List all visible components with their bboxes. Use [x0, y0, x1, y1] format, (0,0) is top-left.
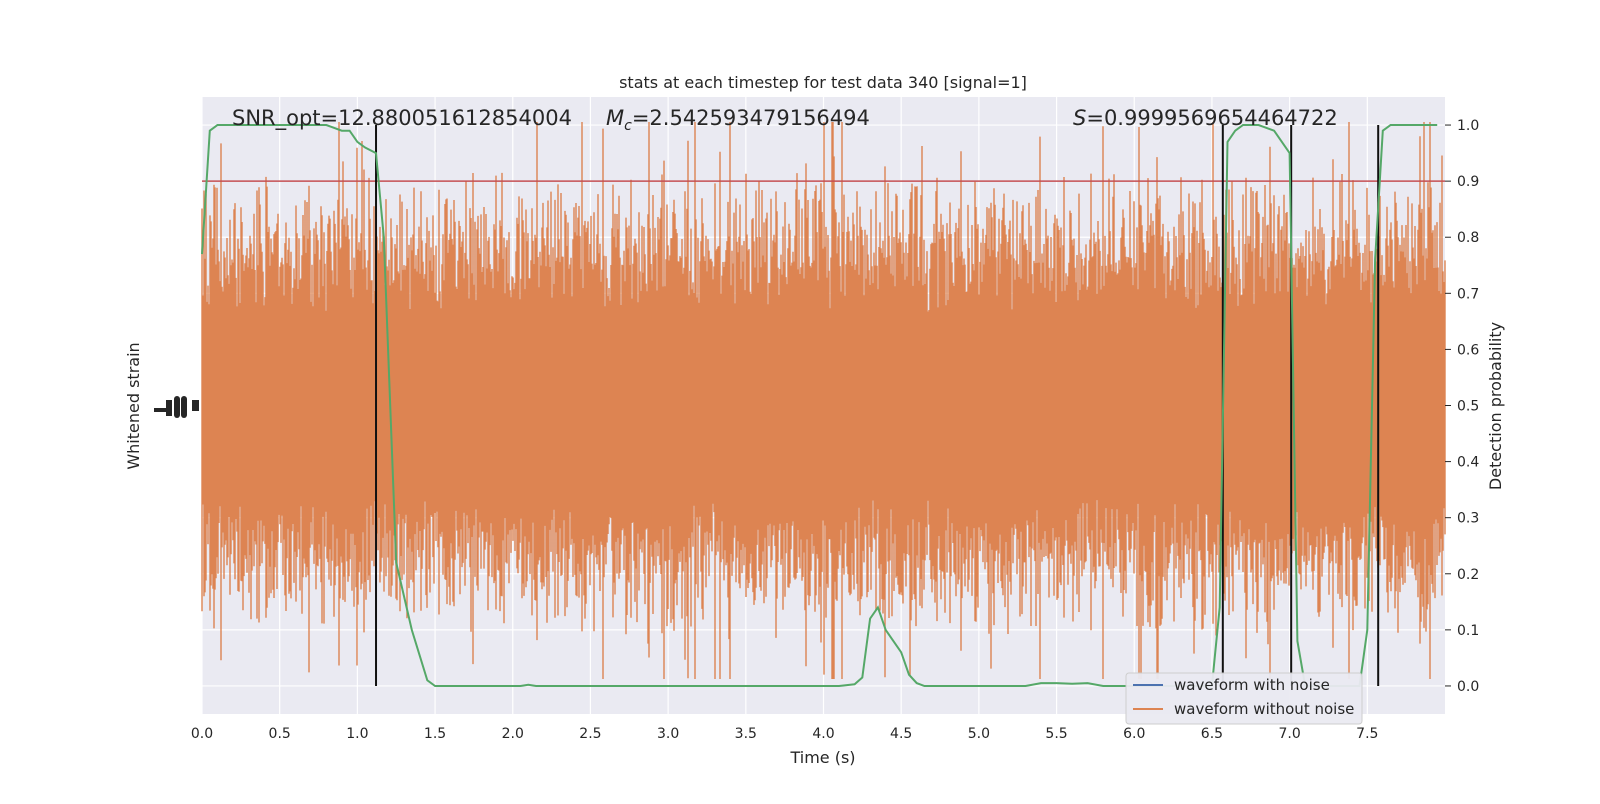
legend-label-with-noise: waveform with noise [1174, 676, 1330, 694]
y-right-axis-ticks: 0.0 0.1 0.2 0.3 0.4 0.5 0.6 0.7 0.8 0.9 1.0 [1445, 118, 1479, 695]
chart-title: stats at each timestep for test data 340… [619, 73, 1027, 92]
y-tick-label: 0.4 [1457, 455, 1479, 471]
x-tick-label: 3.0 [657, 726, 679, 742]
left-axis-glyphs [154, 396, 199, 418]
y-tick-label: 0.0 [1457, 679, 1479, 695]
x-axis-label: Time (s) [789, 748, 855, 767]
waveform-without-noise-series [201, 122, 1446, 679]
y-tick-label: 0.9 [1457, 174, 1479, 190]
x-tick-label: 7.0 [1278, 726, 1300, 742]
y-axis-label-right: Detection probability [1486, 322, 1505, 490]
legend: waveform with noise waveform without noi… [1125, 672, 1363, 725]
y-tick-label: 0.5 [1457, 399, 1479, 415]
s-symbol: S [1073, 106, 1086, 130]
x-tick-label: 3.5 [735, 726, 757, 742]
legend-box [1125, 672, 1363, 725]
x-tick-label: 0.0 [191, 726, 213, 742]
detection-probability-line [201, 124, 1438, 687]
legend-label-without-noise: waveform without noise [1174, 700, 1354, 718]
y-tick-label: 0.1 [1457, 623, 1479, 639]
x-tick-label: 2.5 [579, 726, 601, 742]
x-tick-label: 5.0 [968, 726, 990, 742]
x-tick-label: 2.0 [502, 726, 524, 742]
s-annotation: S=0.9999569654464722 [1073, 106, 1338, 130]
snr-annotation: SNR_opt=12.880051612854004 [232, 106, 572, 131]
x-tick-label: 1.5 [424, 726, 446, 742]
y-tick-label: 1.0 [1457, 118, 1479, 134]
x-tick-label: 1.0 [346, 726, 368, 742]
x-tick-label: 6.0 [1123, 726, 1145, 742]
x-tick-label: 7.5 [1356, 726, 1378, 742]
chirp-mass-subscript: c [624, 118, 632, 134]
y-tick-label: 0.6 [1457, 342, 1479, 358]
x-tick-label: 4.0 [812, 726, 834, 742]
s-value: =0.9999569654464722 [1086, 106, 1337, 130]
x-tick-label: 6.5 [1201, 726, 1223, 742]
waveform-without-noise-line [201, 122, 1446, 679]
x-tick-label: 0.5 [269, 726, 291, 742]
y-tick-label: 0.2 [1457, 567, 1479, 583]
x-tick-label: 5.5 [1045, 726, 1067, 742]
x-axis-ticks: 0.0 0.5 1.0 1.5 2.0 2.5 3.0 3.5 4.0 4.5 5.0 5.5 6.0 6… [191, 726, 1379, 742]
y-tick-label: 0.7 [1457, 286, 1479, 302]
chirp-mass-annotation: Mc=2.542593479156494 [606, 106, 870, 134]
chirp-mass-symbol: M [606, 106, 624, 130]
y-tick-label: 0.3 [1457, 511, 1479, 527]
x-tick-label: 4.5 [890, 726, 912, 742]
y-tick-label: 0.8 [1457, 230, 1479, 246]
chirp-mass-value: =2.542593479156494 [632, 106, 870, 130]
y-axis-label-left: Whitened strain [124, 342, 143, 469]
